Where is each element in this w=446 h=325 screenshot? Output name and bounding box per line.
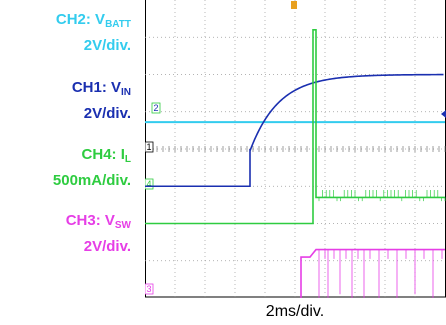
- ch3-switching-spikes: [318, 249, 443, 298]
- ch1-label: CH1: VIN 2V/div.: [72, 77, 131, 124]
- ch4-ripple: [318, 189, 446, 202]
- ch2-label: CH2: VBATT 2V/div.: [56, 9, 131, 56]
- ch1-offscreen-arrow-icon: [441, 110, 446, 118]
- ch1-scale: 2V/div.: [83, 105, 131, 122]
- ch3-subscript: SW: [114, 220, 131, 231]
- ch1-marker: 2: [154, 103, 159, 113]
- ch3-name: CH3: V: [65, 212, 115, 229]
- oscilloscope-screen: 2 1 4 3: [145, 0, 446, 298]
- ch3-trace: [300, 248, 445, 298]
- ch1-name: CH1: V: [71, 79, 121, 96]
- ch3-label: CH3: VSW 2V/div.: [66, 210, 131, 257]
- ch4-marker-box: [145, 178, 154, 190]
- trigger-icon: [291, 1, 297, 9]
- traces: [145, 28, 446, 298]
- ch4-scale: 500mA/div.: [52, 172, 131, 189]
- ch4-marker: 4: [147, 179, 152, 189]
- ch3-marker: 3: [147, 284, 152, 294]
- ref1-marker: 1: [147, 142, 152, 152]
- ch4-trace: [145, 28, 445, 225]
- ch4-name: CH4: I: [81, 146, 125, 163]
- ch1-marker-box: [151, 102, 161, 114]
- ch1-subscript: IN: [121, 87, 131, 98]
- ch2-subscript: BATT: [105, 19, 131, 30]
- ch4-label: CH4: IL 500mA/div.: [53, 144, 131, 191]
- ch1-trace: [145, 73, 444, 188]
- grid: [145, 0, 446, 298]
- ch3-marker-box: [145, 283, 154, 295]
- screen-border: [145, 0, 446, 298]
- ch3-scale: 2V/div.: [83, 238, 131, 255]
- ch2-name: CH2: V: [55, 11, 106, 28]
- ch4-subscript: L: [124, 154, 131, 165]
- ch2-scale: 2V/div.: [83, 37, 131, 54]
- timebase-label: 2ms/div.: [265, 303, 325, 320]
- ref1-marker-box: [145, 141, 154, 153]
